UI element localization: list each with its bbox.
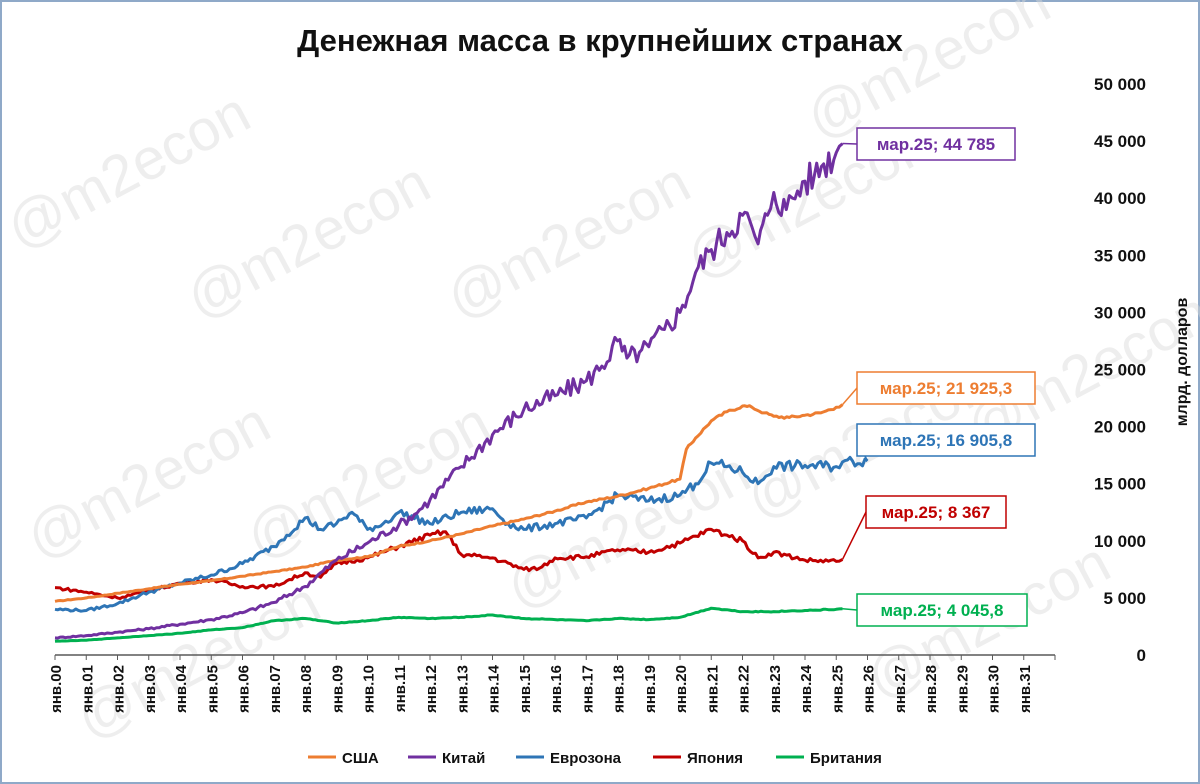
x-tick-label: янв.15 xyxy=(517,665,534,713)
watermark-text: @m2econ xyxy=(436,150,701,332)
x-tick-label: янв.02 xyxy=(111,665,128,713)
series-line-5 xyxy=(54,606,843,643)
x-tick-label: янв.30 xyxy=(986,665,1003,713)
legend-label: США xyxy=(342,750,379,767)
x-tick-label: янв.24 xyxy=(798,664,815,713)
watermark-text: @m2econ xyxy=(0,80,260,262)
x-tick-label: янв.27 xyxy=(892,665,909,713)
x-tick-label: янв.23 xyxy=(767,665,784,713)
callout-1: мар.25; 21 925,3 xyxy=(841,371,1036,406)
y-axis: 0 5 000 10 000 15 000 20 000 25 000 30 000 35 0… xyxy=(1094,75,1146,665)
y-tick-label: 10 000 xyxy=(1094,532,1146,551)
callout-label: мар.25; 8 367 xyxy=(882,503,991,522)
callout-box xyxy=(856,423,1036,457)
series-line-1 xyxy=(54,403,844,603)
series-line-4 xyxy=(54,527,844,601)
y-tick-label: 50 000 xyxy=(1094,75,1146,94)
y-tick-label: 15 000 xyxy=(1094,475,1146,494)
x-tick-label: янв.17 xyxy=(579,665,596,713)
callout-box xyxy=(856,593,1028,627)
callout-leader xyxy=(841,511,867,560)
x-tick-label: янв.18 xyxy=(611,665,628,713)
x-axis: янв.00 янв.01 янв.02 янв.03 янв.04 янв.05 янв.… xyxy=(48,654,1056,713)
legend-label: Британия xyxy=(810,750,882,767)
y-tick-label: 25 000 xyxy=(1094,361,1146,380)
x-tick-label: янв.09 xyxy=(329,665,346,713)
x-tick-label: янв.26 xyxy=(861,665,878,713)
x-tick-label: янв.08 xyxy=(298,665,315,713)
watermark-text: @m2econ xyxy=(16,390,281,572)
legend-label: Япония xyxy=(687,750,743,767)
y-tick-label: 5 000 xyxy=(1103,589,1146,608)
callout-layer: мар.25; 44 785 мар.25; 21 925,3 мар.25; 16… xyxy=(841,127,1036,627)
y-tick-label: 20 000 xyxy=(1094,418,1146,437)
legend: США Китай Еврозона Япония Британия xyxy=(308,750,882,767)
callout-leader xyxy=(842,608,858,611)
x-tick-label: янв.29 xyxy=(954,665,971,713)
x-tick-label: янв.10 xyxy=(361,665,378,713)
y-tick-label: 0 xyxy=(1137,646,1146,665)
x-tick-label: янв.11 xyxy=(392,665,409,712)
x-tick-label: янв.22 xyxy=(736,665,753,713)
legend-item-4: Япония xyxy=(653,750,743,767)
x-tick-label: янв.05 xyxy=(204,665,221,713)
x-tick-label: янв.04 xyxy=(173,664,190,713)
x-tick-label: янв.07 xyxy=(267,665,284,713)
x-tick-label: янв.19 xyxy=(642,665,659,713)
y-tick-label: 30 000 xyxy=(1094,303,1146,322)
y-tick-label: 35 000 xyxy=(1094,246,1146,265)
legend-label: Еврозона xyxy=(550,750,622,767)
legend-item-5: Британия xyxy=(776,750,882,767)
legend-label: Китай xyxy=(442,750,485,767)
chart-title: Денежная масса в крупнейших странах xyxy=(297,23,903,58)
callout-label: мар.25; 44 785 xyxy=(877,135,995,154)
x-tick-label: янв.00 xyxy=(48,665,65,713)
x-tick-label: янв.14 xyxy=(486,664,503,713)
callout-4: мар.25; 8 367 xyxy=(841,495,1007,560)
callout-5: мар.25; 4 045,8 xyxy=(842,593,1028,627)
y-tick-label: 45 000 xyxy=(1094,132,1146,151)
y-tick-label: 40 000 xyxy=(1094,189,1146,208)
legend-item-2: Китай xyxy=(408,750,485,767)
callout-box xyxy=(856,371,1036,405)
series-line-2 xyxy=(54,142,844,640)
callout-box xyxy=(865,495,1007,529)
x-tick-label: янв.28 xyxy=(923,665,940,713)
callout-label: мар.25; 4 045,8 xyxy=(881,601,1004,620)
callout-label: мар.25; 21 925,3 xyxy=(880,379,1012,398)
callout-label: мар.25; 16 905,8 xyxy=(880,431,1012,450)
series-layer xyxy=(54,142,869,643)
x-tick-label: янв.12 xyxy=(423,665,440,713)
x-tick-label: янв.13 xyxy=(454,665,471,713)
series-line-3 xyxy=(54,455,869,613)
x-tick-label: янв.31 xyxy=(1017,665,1034,713)
x-tick-label: янв.01 xyxy=(79,665,96,713)
legend-item-1: США xyxy=(308,750,379,767)
callout-leader xyxy=(841,387,858,406)
x-tick-label: янв.06 xyxy=(236,665,253,713)
x-tick-label: янв.25 xyxy=(829,665,846,713)
x-tick-label: янв.03 xyxy=(142,665,159,713)
watermark-text: @m2econ xyxy=(176,150,441,332)
callout-box xyxy=(856,127,1016,161)
x-tick-label: янв.20 xyxy=(673,665,690,713)
legend-item-3: Еврозона xyxy=(516,750,622,767)
x-tick-label: янв.21 xyxy=(704,665,721,713)
callout-3: мар.25; 16 905,8 xyxy=(856,423,1036,462)
x-tick-label: янв.16 xyxy=(548,665,565,713)
callout-2: мар.25; 44 785 xyxy=(842,127,1016,161)
y-axis-label: млрд. долларов xyxy=(1174,298,1191,427)
